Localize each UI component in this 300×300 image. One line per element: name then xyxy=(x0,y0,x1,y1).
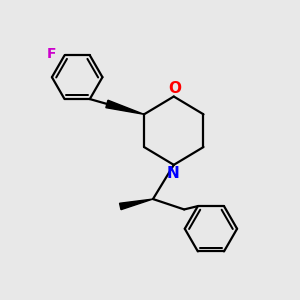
Polygon shape xyxy=(106,100,144,114)
Text: N: N xyxy=(167,166,180,181)
Text: F: F xyxy=(47,47,56,61)
Text: O: O xyxy=(168,81,181,96)
Polygon shape xyxy=(120,199,153,210)
